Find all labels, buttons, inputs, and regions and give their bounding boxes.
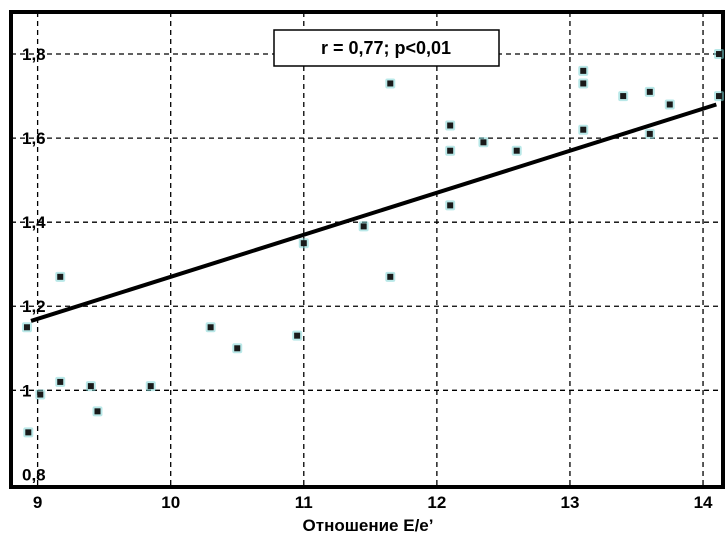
data-point [478,137,489,148]
data-point [55,271,66,282]
annotation-box: r = 0,77; p<0,01 [273,29,500,67]
plot-frame [9,10,725,489]
data-point [511,145,522,156]
data-point [445,120,456,131]
data-point [298,238,309,249]
data-point [358,221,369,232]
data-point [664,99,675,110]
y-tick-label: 1,6 [22,129,46,148]
data-point [714,91,725,102]
x-tick-label: 11 [295,493,313,512]
y-tick-label: 1,8 [22,45,46,64]
y-tick-labels: 0,8 1 1,2 1,4 1,6 1,8 [22,45,46,484]
x-axis-label: Отношение E/e’ [303,516,434,535]
data-point [578,65,589,76]
y-tick-label: 1,2 [22,297,46,316]
y-tick-label: 1,4 [22,213,46,232]
data-point [232,343,243,354]
data-point [92,406,103,417]
x-tick-label: 12 [427,493,446,512]
data-point [445,145,456,156]
x-tick-label: 13 [560,493,579,512]
data-point [644,86,655,97]
x-tick-label: 9 [33,493,42,512]
data-point [85,381,96,392]
data-point [385,271,396,282]
y-tick-label: 0,8 [22,465,46,484]
x-tick-labels: 9 10 11 12 13 14 [33,493,713,512]
data-point [23,427,34,438]
data-points [21,49,725,438]
x-tick-label: 14 [694,493,713,512]
data-point [714,49,725,60]
y-tick-label: 1 [22,381,31,400]
data-point [35,389,46,400]
data-point [205,322,216,333]
data-point [292,330,303,341]
data-point [618,91,629,102]
data-point [21,322,32,333]
grid-lines [11,12,723,487]
x-tick-label: 10 [161,493,180,512]
data-point [55,376,66,387]
trend-line [30,102,717,323]
correlation-annotation: r = 0,77; p<0,01 [321,38,451,58]
data-point [385,78,396,89]
data-point [445,200,456,211]
data-point [644,128,655,139]
data-point [578,78,589,89]
data-point [145,381,156,392]
data-point [578,124,589,135]
